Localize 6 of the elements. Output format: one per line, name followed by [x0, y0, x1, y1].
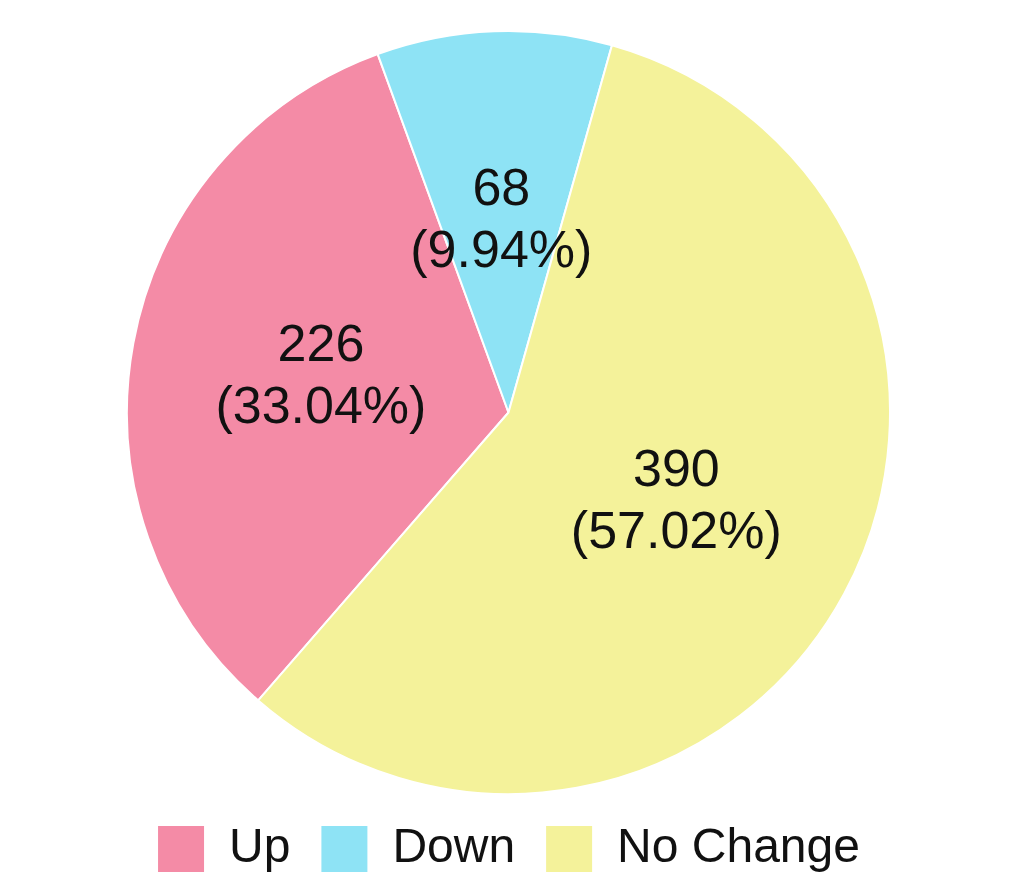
data-label: 68 (9.94%)	[410, 158, 593, 279]
data-label: 390 (57.02%)	[570, 439, 782, 560]
legend-label: Up	[229, 819, 291, 873]
data-label: 226 (33.04%)	[215, 314, 427, 435]
legend-label: No Change	[617, 819, 860, 873]
legend-label: Down	[392, 819, 516, 873]
